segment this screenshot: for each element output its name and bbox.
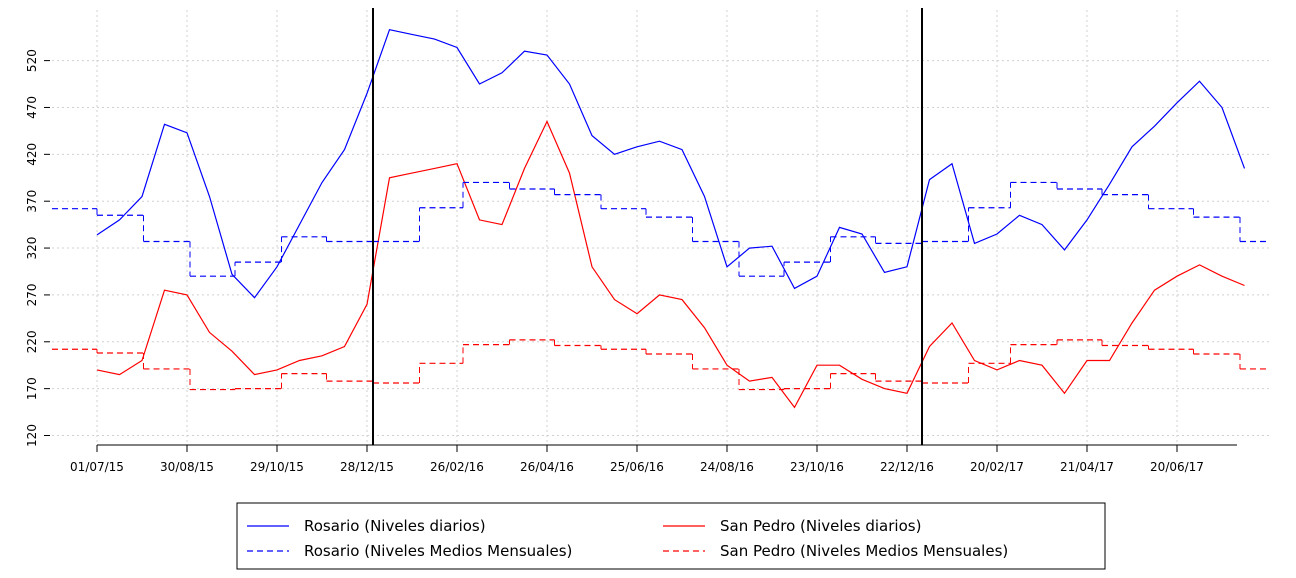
y-tick-label: 420 [25,143,39,166]
x-tick-label: 21/04/17 [1060,460,1114,474]
y-tick-label: 520 [25,49,39,72]
legend-label: Rosario (Niveles diarios) [304,517,486,535]
y-tick-label: 220 [25,330,39,353]
x-tick-label: 01/07/15 [70,460,124,474]
y-tick-label: 320 [25,237,39,260]
plot-area [52,8,1270,445]
y-tick-label: 370 [25,190,39,213]
daily-line [96,120,1245,409]
legend: Rosario (Niveles diarios) San Pedro (Nive… [247,517,1008,560]
legend-label: San Pedro (Niveles diarios) [720,517,921,535]
x-tick-label: 28/12/15 [340,460,394,474]
x-tick-label: 25/06/16 [610,460,664,474]
x-tick-label: 30/08/15 [160,460,214,474]
x-tick-label: 23/10/16 [790,460,844,474]
x-tick-label: 24/08/16 [700,460,754,474]
x-tick-label: 22/12/16 [880,460,934,474]
y-tick-label: 170 [25,377,39,400]
x-tick-label: 20/06/17 [1150,460,1204,474]
grid [52,10,1270,443]
x-tick-label: 26/02/16 [430,460,484,474]
y-tick-label: 470 [25,96,39,119]
x-tick-label: 20/02/17 [970,460,1024,474]
legend-label: San Pedro (Niveles Medios Mensuales) [720,542,1008,560]
x-tick-label: 29/10/15 [250,460,304,474]
y-tick-label: 270 [25,283,39,306]
daily-line [96,29,1246,299]
y-tick-label: 120 [25,424,39,447]
x-tick-label: 26/04/16 [520,460,574,474]
axes: 120 170 220 270 320 370 420 470 520 01/07/15 30/08… [25,49,1237,474]
legend-box [236,502,1106,570]
legend-label: Rosario (Niveles Medios Mensuales) [304,542,572,560]
